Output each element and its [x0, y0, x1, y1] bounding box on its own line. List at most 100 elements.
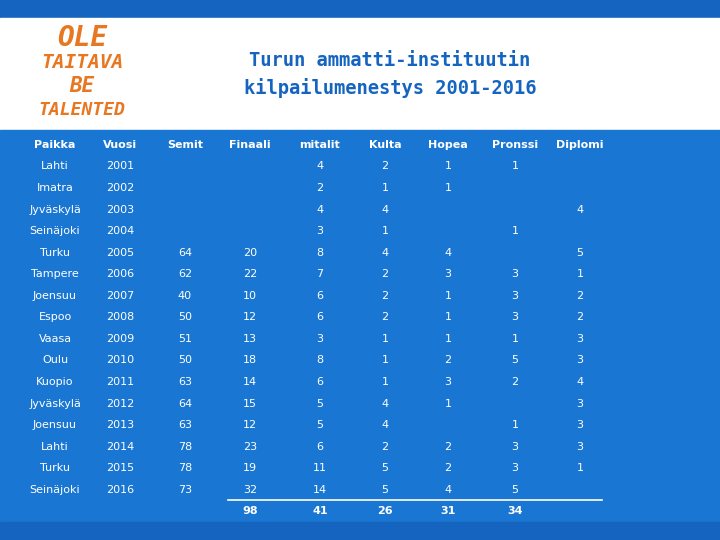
- Text: 1: 1: [382, 377, 389, 387]
- Text: 64: 64: [178, 248, 192, 258]
- Text: 14: 14: [243, 377, 257, 387]
- Text: Seinäjoki: Seinäjoki: [30, 485, 81, 495]
- Text: 3: 3: [317, 226, 323, 236]
- Text: 1: 1: [511, 420, 518, 430]
- Text: Vuosi: Vuosi: [103, 140, 137, 150]
- Text: 3: 3: [577, 420, 583, 430]
- Text: Kulta: Kulta: [369, 140, 401, 150]
- Text: TAITAVA: TAITAVA: [41, 52, 123, 71]
- Text: 4: 4: [577, 205, 584, 214]
- Text: 1: 1: [577, 269, 583, 279]
- Text: 20: 20: [243, 248, 257, 258]
- Text: 2: 2: [382, 291, 389, 301]
- Text: 2: 2: [382, 269, 389, 279]
- Text: Diplomi: Diplomi: [557, 140, 604, 150]
- Text: 5: 5: [577, 248, 583, 258]
- Text: 4: 4: [382, 399, 389, 409]
- Text: 2003: 2003: [106, 205, 134, 214]
- Text: 1: 1: [511, 334, 518, 344]
- Text: 12: 12: [243, 312, 257, 322]
- Text: 3: 3: [317, 334, 323, 344]
- Text: 4: 4: [382, 420, 389, 430]
- Text: 4: 4: [382, 248, 389, 258]
- Text: 2011: 2011: [106, 377, 134, 387]
- Text: 2014: 2014: [106, 442, 134, 452]
- Text: Seinäjoki: Seinäjoki: [30, 226, 81, 236]
- Text: 34: 34: [508, 507, 523, 516]
- Text: BE: BE: [69, 76, 94, 96]
- Text: 2: 2: [382, 312, 389, 322]
- Text: Semit: Semit: [167, 140, 203, 150]
- Text: 1: 1: [444, 161, 451, 172]
- Text: 62: 62: [178, 269, 192, 279]
- Text: Oulu: Oulu: [42, 355, 68, 366]
- Text: 3: 3: [577, 355, 583, 366]
- Bar: [0, 522, 720, 540]
- Text: 6: 6: [317, 291, 323, 301]
- Text: Finaali: Finaali: [229, 140, 271, 150]
- Text: 13: 13: [243, 334, 257, 344]
- Text: 98: 98: [242, 507, 258, 516]
- Text: Joensuu: Joensuu: [33, 420, 77, 430]
- Text: Lahti: Lahti: [41, 161, 69, 172]
- Text: Turku: Turku: [40, 463, 70, 473]
- Text: Hopea: Hopea: [428, 140, 468, 150]
- Text: 2016: 2016: [106, 485, 134, 495]
- Text: 63: 63: [178, 377, 192, 387]
- Text: 22: 22: [243, 269, 257, 279]
- Text: 3: 3: [577, 399, 583, 409]
- Text: 4: 4: [444, 248, 451, 258]
- Text: 15: 15: [243, 399, 257, 409]
- Text: 2001: 2001: [106, 161, 134, 172]
- Text: 1: 1: [444, 291, 451, 301]
- Text: 3: 3: [444, 377, 451, 387]
- Text: 2: 2: [511, 377, 518, 387]
- Text: 23: 23: [243, 442, 257, 452]
- Text: OLE: OLE: [57, 24, 107, 52]
- Text: 2007: 2007: [106, 291, 134, 301]
- Text: 2009: 2009: [106, 334, 134, 344]
- Text: Vaasa: Vaasa: [38, 334, 71, 344]
- Text: 2004: 2004: [106, 226, 134, 236]
- Text: 2013: 2013: [106, 420, 134, 430]
- Text: 11: 11: [313, 463, 327, 473]
- Text: 2012: 2012: [106, 399, 134, 409]
- Text: Espoo: Espoo: [38, 312, 71, 322]
- Text: Lahti: Lahti: [41, 442, 69, 452]
- Text: 3: 3: [511, 463, 518, 473]
- Text: 4: 4: [316, 205, 323, 214]
- Text: 18: 18: [243, 355, 257, 366]
- Text: 19: 19: [243, 463, 257, 473]
- Text: 2: 2: [444, 442, 451, 452]
- Text: Paikka: Paikka: [35, 140, 76, 150]
- Text: 5: 5: [511, 355, 518, 366]
- Text: 2015: 2015: [106, 463, 134, 473]
- Text: 1: 1: [511, 161, 518, 172]
- Text: 3: 3: [577, 442, 583, 452]
- Text: 26: 26: [377, 507, 393, 516]
- Text: 4: 4: [382, 205, 389, 214]
- Text: 50: 50: [178, 355, 192, 366]
- Text: 1: 1: [382, 226, 389, 236]
- Text: Jyväskylä: Jyväskylä: [29, 399, 81, 409]
- Text: 1: 1: [382, 355, 389, 366]
- Text: 1: 1: [444, 399, 451, 409]
- Text: 3: 3: [511, 442, 518, 452]
- Text: Tampere: Tampere: [31, 269, 79, 279]
- Text: 2006: 2006: [106, 269, 134, 279]
- Text: 3: 3: [511, 291, 518, 301]
- Text: 6: 6: [317, 312, 323, 322]
- Bar: [0, 18, 720, 130]
- Text: 63: 63: [178, 420, 192, 430]
- Text: 7: 7: [316, 269, 323, 279]
- Text: 10: 10: [243, 291, 257, 301]
- Text: 50: 50: [178, 312, 192, 322]
- Text: Kuopio: Kuopio: [36, 377, 73, 387]
- Text: Turun ammatti-instituutin: Turun ammatti-instituutin: [249, 51, 531, 70]
- Text: 40: 40: [178, 291, 192, 301]
- Text: 2: 2: [382, 161, 389, 172]
- Text: 2010: 2010: [106, 355, 134, 366]
- Text: 4: 4: [444, 485, 451, 495]
- Text: 1: 1: [444, 334, 451, 344]
- Text: 3: 3: [444, 269, 451, 279]
